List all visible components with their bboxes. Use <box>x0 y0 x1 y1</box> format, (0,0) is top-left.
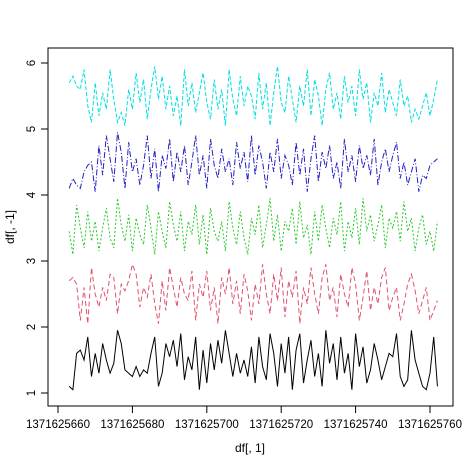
series-line-5 <box>68 66 438 126</box>
x-tick-label: 1371625700 <box>175 419 239 431</box>
series-line-2 <box>68 262 438 324</box>
y-tick-label: 4 <box>26 191 38 198</box>
x-axis-ticks: 1371625660 1371625680 1371625700 1371625720… <box>26 406 462 431</box>
x-tick-label: 1371625720 <box>249 419 313 431</box>
y-axis-label: df[, -1] <box>3 210 17 244</box>
x-tick-label: 1371625740 <box>324 419 388 431</box>
x-tick-label: 1371625760 <box>398 419 462 431</box>
y-tick-label: 2 <box>26 324 38 330</box>
x-tick-label: 1371625680 <box>100 419 164 431</box>
series-line-3 <box>68 198 438 255</box>
y-tick-label: 1 <box>26 390 38 396</box>
series-line-4 <box>68 132 438 192</box>
y-tick-label: 5 <box>26 126 38 132</box>
x-axis-label: df[, 1] <box>235 441 265 455</box>
y-axis-ticks: 1 2 3 4 5 6 <box>26 60 48 396</box>
series-line-1 <box>68 330 438 391</box>
y-tick-label: 6 <box>26 60 38 66</box>
series-layer <box>68 66 438 391</box>
y-tick-label: 3 <box>26 258 38 264</box>
x-tick-label: 1371625660 <box>26 419 90 431</box>
